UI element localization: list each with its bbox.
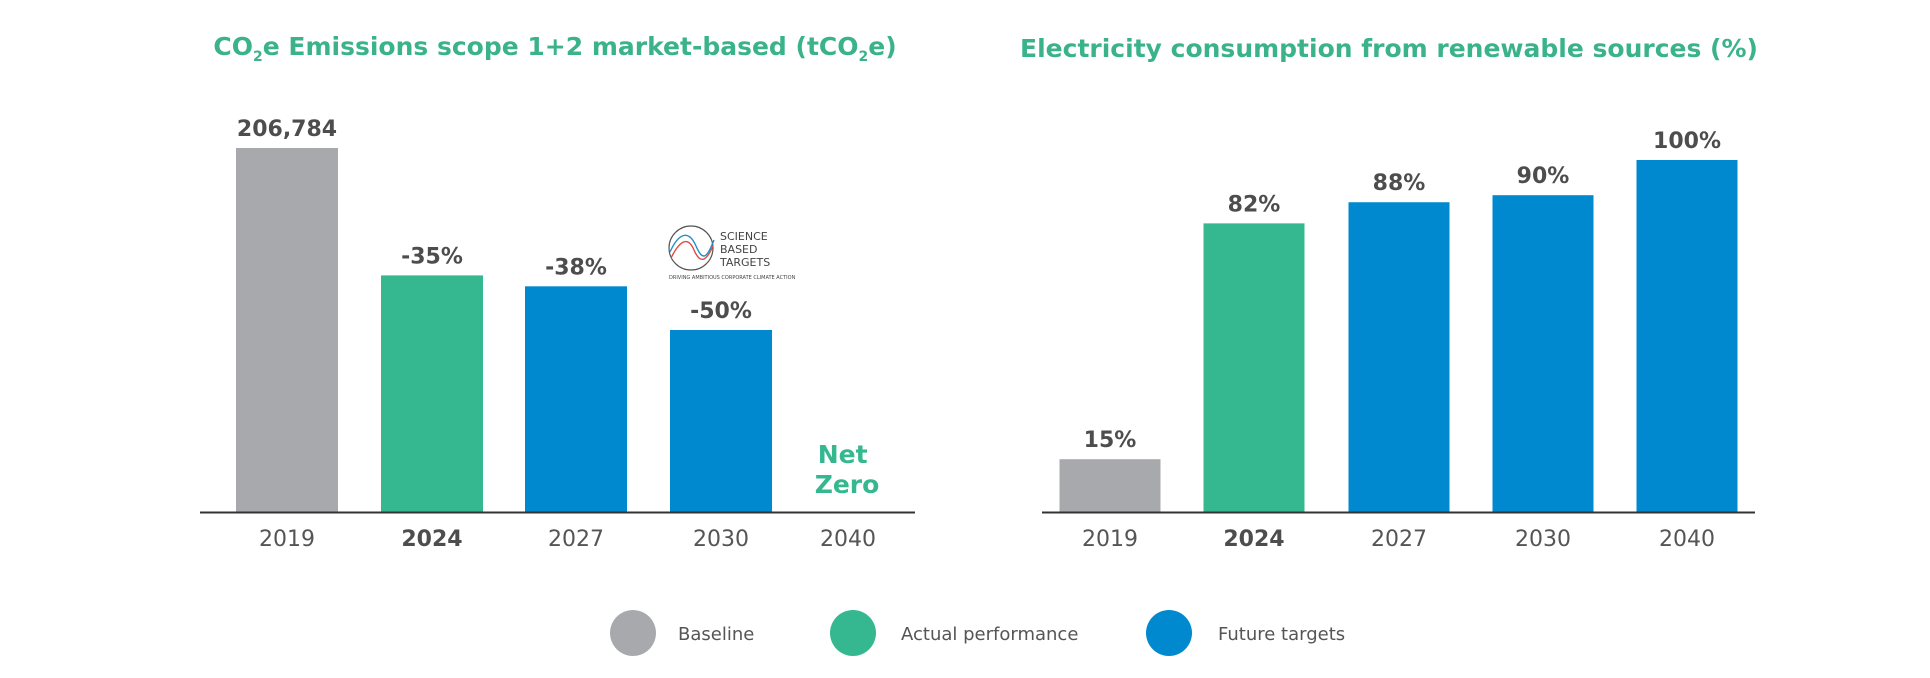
title-prefix: CO (213, 32, 253, 61)
legend: Baseline Actual performance Future targe… (610, 610, 1345, 656)
emissions-tick-2024: 2024 (401, 527, 462, 552)
renewables-bar-2040 (1636, 160, 1738, 512)
legend-label-baseline: Baseline (678, 624, 754, 645)
sbt-logo-circle (668, 225, 714, 271)
legend-swatch-actual (830, 610, 876, 656)
emissions-tick-2027: 2027 (548, 527, 604, 552)
sbt-logo-line-3: TARGETS (719, 256, 770, 269)
renewables-chart-title: Electricity consumption from renewable s… (1020, 34, 1758, 63)
legend-label-future: Future targets (1218, 624, 1345, 645)
legend-swatch-baseline (610, 610, 656, 656)
emissions-tick-2030: 2030 (693, 527, 749, 552)
renewables-value-label-2030: 90% (1517, 164, 1570, 189)
emissions-chart-title: CO2e Emissions scope 1+2 market-based (t… (213, 32, 896, 65)
emissions-bar-2019 (236, 148, 338, 512)
sbt-logo-tagline: DRIVING AMBITIOUS CORPORATE CLIMATE ACTI… (669, 275, 796, 281)
title-middle: e Emissions scope 1+2 market-based (tCO (263, 32, 859, 61)
renewables-value-label-2040: 100% (1653, 129, 1721, 154)
net-zero-label: Net Zero (815, 440, 880, 499)
sbt-logo-wave-red (670, 240, 714, 260)
emissions-value-label-2024: -35% (401, 244, 463, 269)
emissions-bar-2027 (525, 286, 627, 512)
renewables-bar-2019 (1059, 459, 1161, 512)
sbt-logo-line-1: SCIENCE (720, 230, 768, 243)
renewables-value-label-2019: 15% (1084, 428, 1137, 453)
net-zero-line-2: Zero (815, 470, 880, 499)
renewables-tick-2040: 2040 (1659, 527, 1715, 552)
renewables-bar-2030 (1492, 195, 1594, 512)
renewables-value-label-2027: 88% (1373, 171, 1426, 196)
sbt-logo-line-2: BASED (720, 243, 757, 256)
renewables-value-label-2024: 82% (1228, 192, 1281, 217)
renewables-tick-2019: 2019 (1082, 527, 1138, 552)
title-subscript-1: 2 (253, 49, 263, 65)
renewables-bar-2027 (1348, 202, 1450, 513)
emissions-chart: 206,784 2019 -35% 2024 -38% 2027 -50% 2030 2040 (200, 117, 915, 552)
emissions-tick-2040: 2040 (820, 527, 876, 552)
emissions-bar-2030 (670, 330, 772, 512)
renewables-tick-2030: 2030 (1515, 527, 1571, 552)
title-suffix: e) (868, 32, 896, 61)
legend-swatch-future (1146, 610, 1192, 656)
emissions-tick-2019: 2019 (259, 527, 315, 552)
title-subscript-2: 2 (859, 49, 869, 65)
sbt-logo-wave-blue (669, 234, 715, 257)
emissions-value-label-2019: 206,784 (237, 117, 337, 142)
legend-label-actual: Actual performance (901, 624, 1078, 645)
emissions-bar-2024 (381, 275, 483, 512)
emissions-value-label-2027: -38% (545, 255, 607, 280)
renewables-chart: 15% 2019 82% 2024 88% 2027 90% 2030 100% 2040 (1042, 129, 1755, 552)
renewables-tick-2024: 2024 (1223, 527, 1284, 552)
emissions-value-label-2030: -50% (690, 299, 752, 324)
science-based-targets-logo: SCIENCE BASED TARGETS DRIVING AMBITIOUS … (668, 225, 796, 281)
renewables-bar-2024 (1203, 223, 1305, 513)
net-zero-line-1: Net (818, 440, 868, 469)
renewables-tick-2027: 2027 (1371, 527, 1427, 552)
